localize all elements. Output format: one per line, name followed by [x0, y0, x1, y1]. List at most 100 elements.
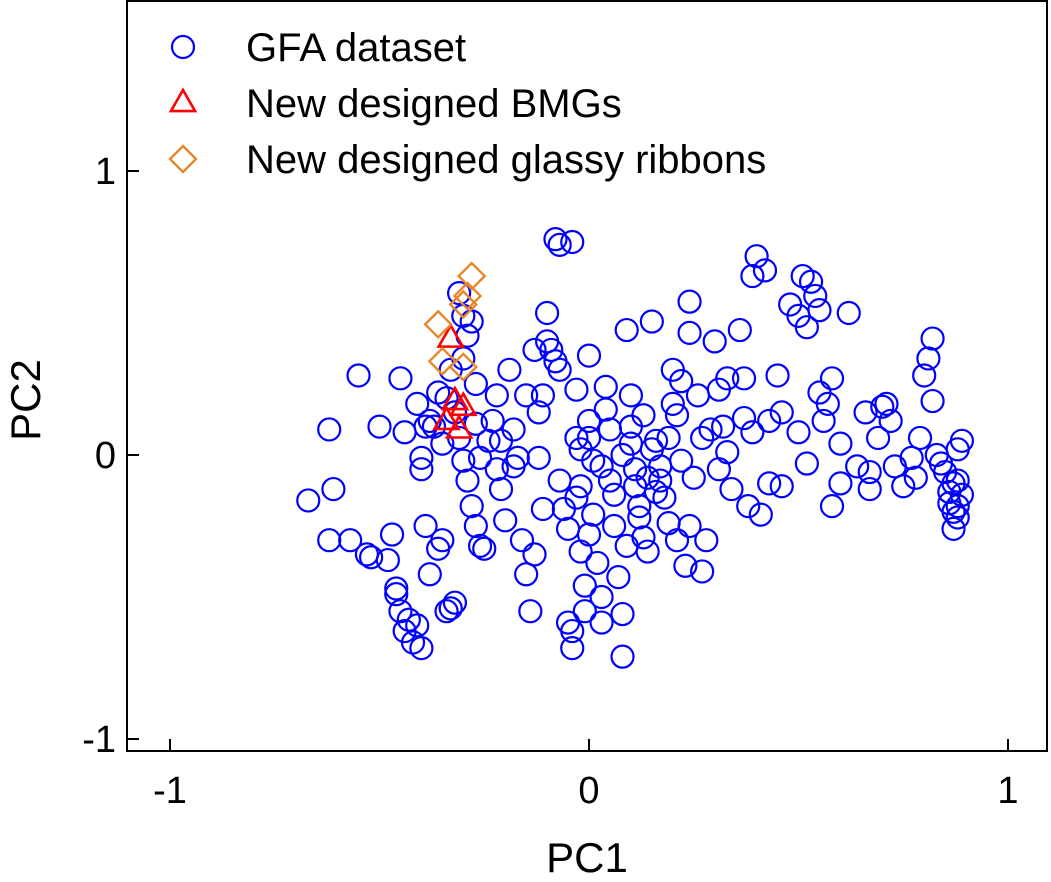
points-layer — [296, 227, 975, 669]
data-point — [463, 411, 488, 436]
data-point — [912, 363, 937, 388]
data-point — [878, 408, 903, 434]
y-tick-label: 1 — [95, 151, 116, 193]
data-point — [534, 300, 560, 326]
data-point — [606, 565, 631, 590]
data-point — [547, 357, 572, 382]
data-point — [656, 511, 681, 536]
data-point — [757, 471, 782, 496]
data-point — [555, 516, 581, 541]
data-point — [639, 437, 664, 462]
data-point — [765, 363, 790, 388]
data-point — [744, 244, 769, 269]
data-point — [493, 508, 518, 533]
data-point — [448, 289, 478, 320]
data-point — [379, 522, 405, 547]
data-point — [526, 445, 551, 470]
data-point — [501, 454, 526, 479]
data-point — [518, 599, 543, 624]
data-point — [882, 454, 907, 479]
data-point — [635, 465, 660, 490]
data-point — [405, 613, 430, 638]
data-point — [916, 346, 941, 371]
data-point — [409, 445, 434, 470]
x-tick-label: 0 — [578, 770, 599, 812]
data-point — [627, 494, 652, 519]
data-point — [547, 468, 572, 493]
legend-item: GFA dataset — [170, 26, 466, 70]
data-point — [547, 232, 572, 257]
data-point — [564, 377, 589, 402]
data-point — [551, 496, 576, 522]
data-point — [669, 448, 694, 473]
data-point — [484, 383, 509, 408]
data-point — [442, 590, 468, 615]
data-point — [444, 413, 474, 439]
data-point — [794, 451, 819, 476]
data-point — [920, 326, 945, 351]
series-1 — [296, 227, 975, 669]
data-point — [656, 425, 681, 451]
data-point — [752, 258, 778, 283]
x-axis-title: PC1 — [546, 834, 628, 881]
data-point — [669, 369, 694, 394]
data-point — [903, 465, 928, 490]
data-point — [807, 298, 832, 323]
data-point — [509, 528, 535, 553]
data-point — [572, 599, 597, 624]
data-point — [384, 582, 409, 607]
data-point — [488, 476, 514, 502]
data-point — [715, 440, 740, 465]
data-point — [786, 420, 811, 445]
legend-marker — [168, 87, 198, 113]
data-point — [757, 408, 782, 434]
data-point — [560, 229, 585, 255]
data-point — [899, 445, 924, 470]
data-point — [447, 281, 472, 306]
data-point — [811, 408, 836, 434]
data-point — [677, 513, 702, 539]
data-point — [589, 454, 614, 479]
data-point — [602, 513, 627, 539]
data-point — [384, 576, 409, 601]
legend-label: New designed glassy ribbons — [246, 138, 766, 182]
data-point — [836, 300, 861, 326]
data-point — [514, 562, 539, 587]
data-point — [866, 425, 891, 451]
data-point — [715, 366, 740, 391]
data-point — [317, 417, 342, 442]
data-point — [819, 366, 845, 391]
data-point — [427, 346, 458, 376]
data-point — [798, 269, 824, 294]
data-point — [484, 457, 509, 482]
data-point — [560, 636, 585, 661]
data-point — [467, 533, 493, 558]
data-point — [522, 542, 547, 567]
data-point — [690, 559, 715, 584]
data-point — [627, 505, 652, 530]
data-point — [803, 283, 828, 309]
data-point — [597, 468, 623, 493]
data-point — [602, 482, 627, 507]
data-point — [564, 425, 589, 451]
y-axis-title: PC2 — [2, 359, 49, 441]
data-point — [388, 366, 413, 391]
data-point — [949, 428, 975, 453]
data-point — [677, 320, 702, 345]
data-point — [467, 445, 493, 470]
data-point — [706, 457, 731, 482]
data-point — [359, 545, 384, 570]
data-point — [452, 281, 483, 311]
data-point — [346, 363, 371, 388]
data-point — [685, 383, 711, 408]
data-point — [857, 476, 882, 502]
data-point — [413, 513, 438, 539]
data-point — [828, 471, 853, 496]
data-point — [497, 357, 522, 382]
legend-item: New designed BMGs — [168, 82, 622, 126]
data-point — [731, 405, 757, 431]
data-point — [945, 505, 970, 530]
data-point — [891, 474, 916, 499]
data-point — [501, 417, 526, 442]
